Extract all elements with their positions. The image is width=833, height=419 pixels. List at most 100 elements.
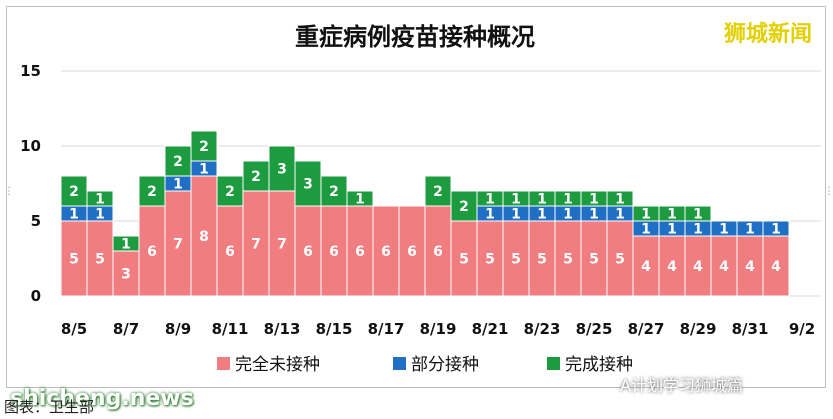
data-label: 7 <box>251 237 261 253</box>
bar-segment <box>346 205 374 297</box>
x-tick-label: 8/21 <box>472 320 509 338</box>
bar-segment <box>216 205 244 297</box>
bar-segment <box>190 130 218 162</box>
data-label: 1 <box>615 207 625 223</box>
data-label: 5 <box>615 252 625 268</box>
bar-segment <box>762 235 790 297</box>
chart-frame: ⋮ ⋮ 重症病例疫苗接种概况 狮城新闻 0 5 10 15 5 1 2 5 1 1 3 1 6 2 7 1 2 8 1 2… <box>4 6 833 388</box>
data-label: 1 <box>693 207 703 223</box>
data-label: 1 <box>719 222 729 238</box>
data-label: 4 <box>693 259 703 275</box>
brand-logo-text: 狮城新闻 <box>724 21 812 47</box>
data-label: 6 <box>407 244 417 260</box>
x-tick-label: 9/2 <box>789 320 815 338</box>
chart-caption: 图表：卫生部 <box>4 398 95 416</box>
data-label: 2 <box>173 154 183 170</box>
data-label: 1 <box>511 192 521 208</box>
data-label: 5 <box>95 252 105 268</box>
bar-segment <box>268 145 296 192</box>
data-label: 7 <box>173 237 183 253</box>
data-label: 7 <box>277 237 287 253</box>
resize-handle-right[interactable]: ⋮ <box>824 186 833 197</box>
bar-segment <box>658 235 686 297</box>
data-label: 8 <box>199 229 209 245</box>
legend-swatch <box>393 357 406 370</box>
x-tick-label: 8/25 <box>576 320 613 338</box>
data-label: 1 <box>563 192 573 208</box>
data-label: 5 <box>537 252 547 268</box>
data-label: 1 <box>615 192 625 208</box>
bar-segment <box>138 175 166 207</box>
data-label: 1 <box>69 207 79 223</box>
data-label: 6 <box>225 244 235 260</box>
data-label: 1 <box>589 207 599 223</box>
bar-segment <box>268 190 296 297</box>
x-tick-label: 8/5 <box>61 320 87 338</box>
data-label: 6 <box>381 244 391 260</box>
data-label: 6 <box>329 244 339 260</box>
data-label: 6 <box>355 244 365 260</box>
data-label: 3 <box>303 177 313 193</box>
wechat-account-label: A计划学习狮城篇 <box>620 376 743 395</box>
bar-segment <box>60 220 88 297</box>
chart-title: 重症病例疫苗接种概况 <box>295 23 535 51</box>
bar-segment <box>684 205 712 222</box>
bar-segment <box>398 205 426 297</box>
x-tick-label: 8/17 <box>368 320 405 338</box>
bar-segment <box>242 160 270 192</box>
data-label: 4 <box>745 259 755 275</box>
bar-segment <box>372 205 400 297</box>
x-tick-label: 8/9 <box>165 320 191 338</box>
data-label: 1 <box>537 207 547 223</box>
data-label: 4 <box>719 259 729 275</box>
y-tick-label: 0 <box>31 287 41 305</box>
legend-swatch <box>217 357 230 370</box>
data-label: 1 <box>121 237 131 253</box>
data-label: 4 <box>641 259 651 275</box>
data-label: 2 <box>199 139 209 155</box>
data-label: 1 <box>589 192 599 208</box>
data-label: 1 <box>199 162 209 178</box>
legend-entry: 完全未接种 <box>235 355 320 375</box>
data-label: 1 <box>667 207 677 223</box>
bar-segment <box>190 175 218 297</box>
data-label: 5 <box>563 252 573 268</box>
bar-segment <box>216 175 244 207</box>
data-label: 6 <box>303 244 313 260</box>
bar-segment <box>606 220 634 297</box>
data-label: 1 <box>485 192 495 208</box>
data-label: 3 <box>277 162 287 178</box>
data-label: 6 <box>433 244 443 260</box>
data-label: 4 <box>771 259 781 275</box>
legend-entry: 部分接种 <box>411 355 479 375</box>
bar-segment <box>164 190 192 297</box>
data-label: 2 <box>459 199 469 215</box>
legend-swatch <box>547 357 560 370</box>
bar-segment <box>710 235 738 297</box>
data-label: 2 <box>69 184 79 200</box>
bar-segment <box>606 190 634 207</box>
data-label: 1 <box>771 222 781 238</box>
data-label: 6 <box>147 244 157 260</box>
data-label: 5 <box>459 252 469 268</box>
bar-segment <box>632 235 660 297</box>
data-label: 5 <box>69 252 79 268</box>
data-label: 1 <box>667 222 677 238</box>
bar-segment <box>86 190 114 207</box>
y-tick-label: 10 <box>20 137 41 155</box>
x-tick-label: 8/23 <box>524 320 561 338</box>
data-label: 1 <box>641 222 651 238</box>
bar-segment <box>346 190 374 207</box>
data-label: 5 <box>511 252 521 268</box>
data-label: 2 <box>433 184 443 200</box>
bar-segment <box>684 235 712 297</box>
data-label: 2 <box>251 169 261 185</box>
bar-segment <box>528 220 556 297</box>
data-label: 1 <box>641 207 651 223</box>
data-label: 1 <box>511 207 521 223</box>
watermark: shicheng.news <box>10 386 194 411</box>
data-label: 1 <box>95 192 105 208</box>
data-label: 1 <box>173 177 183 193</box>
data-label: 4 <box>667 259 677 275</box>
